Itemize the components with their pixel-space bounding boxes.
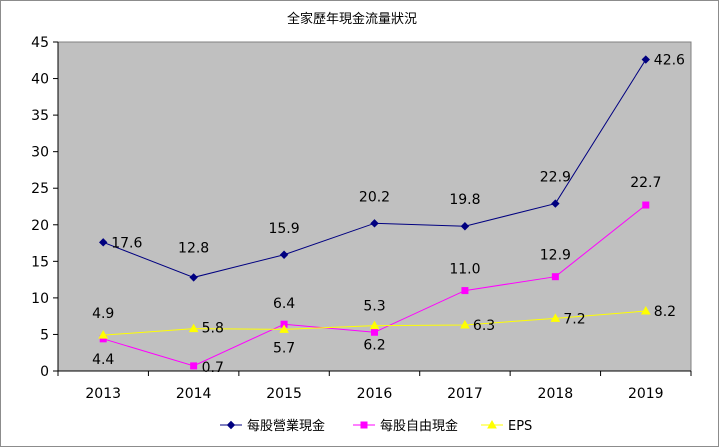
data-label: 12.8 — [178, 240, 209, 256]
data-label: 5.7 — [273, 340, 295, 356]
data-label: 5.8 — [202, 321, 224, 337]
y-tick-label: 20 — [31, 218, 49, 234]
y-tick-label: 5 — [40, 327, 49, 343]
series-3: 4.9 5.8 5.7 6.2 6.3 7.2 8.2 — [92, 304, 676, 356]
series-1: 17.6 12.8 15.9 20.2 19.8 22.9 42.6 — [99, 53, 685, 282]
data-point — [360, 421, 368, 429]
data-label: 7.2 — [563, 311, 585, 327]
data-label: 0.7 — [202, 360, 224, 376]
data-label: 42.6 — [654, 53, 685, 69]
data-point — [190, 362, 198, 370]
data-label: 22.9 — [540, 170, 571, 186]
x-tick-label: 2014 — [176, 386, 212, 402]
y-tick-label: 40 — [31, 72, 49, 88]
data-label: 6.3 — [473, 318, 495, 334]
data-label: 19.8 — [449, 192, 480, 208]
y-tick-label: 15 — [31, 254, 49, 270]
data-point — [641, 55, 650, 64]
data-label: 12.9 — [540, 248, 571, 264]
data-label: 5.3 — [363, 298, 385, 314]
data-point — [370, 219, 379, 228]
data-label: 22.7 — [630, 175, 661, 191]
legend-label: 每股營業現金 — [247, 418, 325, 434]
y-tick-label: 30 — [31, 145, 49, 161]
data-label: 11.0 — [449, 262, 480, 278]
series-2: 4.4 0.7 6.4 5.3 11.0 12.9 22.7 — [92, 175, 661, 376]
data-point — [461, 287, 469, 295]
data-label: 20.2 — [359, 189, 390, 205]
x-tick-label: 2019 — [628, 386, 664, 402]
x-tick-label: 2016 — [357, 386, 393, 402]
data-label: 15.9 — [268, 221, 299, 237]
axes: 0 5 10 15 20 25 30 35 40 45 2013 2014 2015 2016 2017 20… — [31, 35, 692, 402]
x-tick-label: 2013 — [85, 386, 121, 402]
legend-label: EPS — [508, 419, 532, 434]
y-tick-label: 45 — [31, 35, 49, 51]
data-point — [371, 328, 378, 336]
y-tick-label: 35 — [31, 108, 49, 124]
x-tick-label: 2018 — [538, 386, 574, 402]
data-label: 6.2 — [363, 338, 385, 354]
chart-title: 全家歷年現金流量狀況 — [287, 11, 417, 27]
data-label: 6.4 — [273, 296, 295, 312]
data-point — [369, 320, 380, 330]
data-point — [487, 419, 497, 429]
legend-label: 每股自由現金 — [380, 418, 458, 434]
data-point — [640, 306, 651, 315]
data-label: 4.4 — [92, 352, 114, 368]
data-point — [642, 201, 650, 209]
data-point — [226, 420, 236, 430]
data-label: 8.2 — [654, 304, 676, 320]
data-point — [279, 250, 289, 259]
x-tick-label: 2015 — [266, 386, 302, 402]
data-point — [279, 324, 289, 333]
data-label: 17.6 — [111, 235, 142, 251]
legend-item: 每股自由現金 — [353, 418, 458, 434]
y-tick-label: 10 — [31, 291, 49, 307]
y-tick-label: 0 — [40, 364, 49, 380]
legend: 每股營業現金 每股自由現金 EPS — [220, 418, 532, 434]
data-point — [550, 313, 561, 322]
data-point — [188, 323, 199, 333]
data-point — [460, 319, 470, 329]
series-layer: 17.6 12.8 15.9 20.2 19.8 22.9 42.6 4.4 0.7 6.4 5.3… — [92, 53, 685, 376]
legend-item: 每股營業現金 — [220, 418, 325, 434]
data-point — [189, 273, 198, 282]
legend-item: EPS — [481, 419, 532, 434]
data-point — [98, 330, 109, 339]
y-tick-label: 25 — [31, 181, 49, 197]
data-label: 4.9 — [92, 306, 114, 322]
data-point — [551, 199, 560, 208]
data-point — [99, 238, 108, 247]
data-point — [460, 222, 470, 231]
x-tick-label: 2017 — [447, 386, 483, 402]
data-point — [551, 273, 559, 281]
